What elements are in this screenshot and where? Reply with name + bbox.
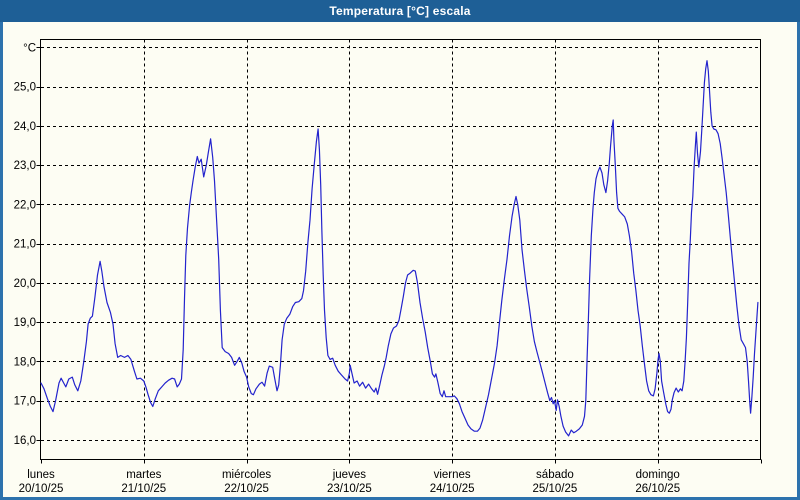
y-axis-label: 18,0 — [14, 356, 36, 368]
x-axis-date-label: 25/10/25 — [533, 483, 578, 495]
temperature-line — [40, 60, 759, 437]
x-axis-date-label: 22/10/25 — [224, 483, 269, 495]
plot-frame — [40, 39, 761, 460]
y-axis-label: 19,0 — [14, 317, 36, 329]
x-axis-date-label: 24/10/25 — [430, 483, 475, 495]
x-axis-date-label: 20/10/25 — [19, 483, 64, 495]
y-axis-label: 24,0 — [14, 121, 36, 133]
x-axis-date-label: 21/10/25 — [121, 483, 166, 495]
y-axis-label: 16,0 — [14, 435, 36, 447]
y-axis-label: 17,0 — [14, 396, 36, 408]
x-axis-day-label: domingo — [636, 469, 680, 481]
x-axis-day-label: jueves — [332, 469, 366, 481]
chart-title: Temperatura [°C] escala — [329, 4, 471, 18]
x-axis-day-label: viernes — [434, 469, 471, 481]
x-axis-day-label: sábado — [536, 469, 574, 481]
y-axis-label: 25,0 — [14, 82, 36, 94]
y-axis-label: 22,0 — [14, 199, 36, 211]
y-axis-unit-label: °C — [23, 42, 36, 54]
x-axis-day-label: martes — [126, 469, 161, 481]
title-bar: Temperatura [°C] escala — [0, 0, 800, 22]
y-axis-label: 23,0 — [14, 160, 36, 172]
x-axis-date-label: 26/10/25 — [635, 483, 680, 495]
y-axis-label: 21,0 — [14, 239, 36, 251]
x-axis-day-label: miércoles — [222, 469, 271, 481]
x-axis-day-label: lunes — [27, 469, 55, 481]
x-axis-date-label: 23/10/25 — [327, 483, 372, 495]
y-axis-label: 20,0 — [14, 278, 36, 290]
